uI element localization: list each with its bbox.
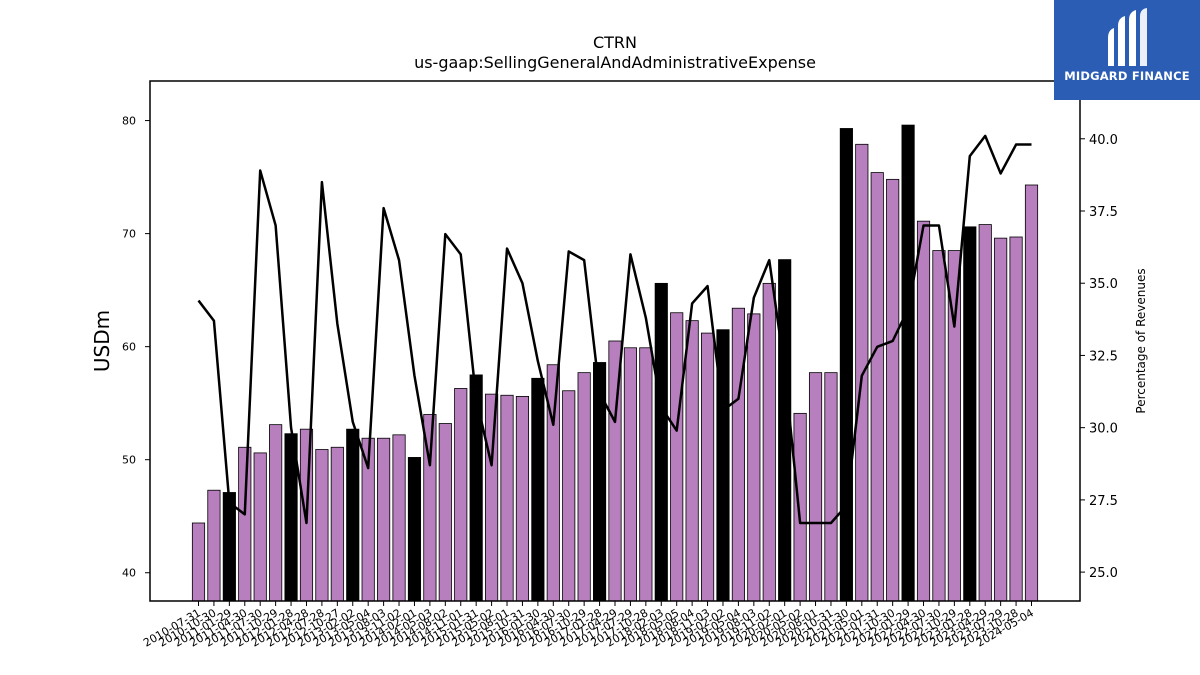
bar-2016-04-30	[546, 364, 560, 602]
bar-2022-07-30	[932, 250, 946, 602]
bar-2021-10-30	[886, 178, 900, 602]
bar-2010-10-30	[207, 489, 221, 602]
bar-2013-08-03	[377, 437, 391, 602]
brand-name: MIDGARD FINANCE	[1064, 69, 1190, 83]
bar-2022-04-30	[916, 220, 931, 602]
bar-2016-10-29	[577, 372, 591, 602]
bar-2023-07-29	[994, 237, 1008, 602]
bar-2015-05-02	[485, 393, 499, 602]
y-tick-label: 80	[122, 115, 136, 128]
bar-2011-04-30	[238, 446, 252, 602]
y-tick-label: 70	[122, 228, 136, 241]
bar-2017-01-28	[593, 362, 607, 602]
bar-2019-08-03	[747, 313, 761, 602]
bar-2020-10-31	[824, 372, 838, 602]
bar-2014-11-01	[454, 388, 468, 602]
bar-2019-11-02	[762, 282, 776, 602]
bar-2018-02-03	[654, 282, 668, 602]
y2-tick-label: 40.0	[1089, 133, 1118, 148]
y2-axis: 25.0 27.5 30.0 32.5 35.0 37.5 40.0	[1080, 133, 1118, 581]
bar-2016-07-30	[562, 390, 576, 602]
bar-2020-08-01	[808, 372, 823, 602]
y-axis-label: USDm	[90, 310, 114, 372]
bar-2014-02-01	[407, 457, 422, 602]
y-tick-label: 60	[122, 341, 136, 354]
brand-logo: MIDGARD FINANCE	[1054, 0, 1200, 100]
bar-2018-11-03	[700, 332, 715, 602]
bar-2011-07-30	[253, 452, 267, 602]
bar-2015-10-31	[515, 395, 530, 602]
percentage-line-group	[197, 134, 1032, 525]
bar-2016-01-30	[531, 377, 545, 602]
bar-2014-08-02	[438, 423, 452, 602]
bar-2011-01-29	[222, 492, 236, 602]
y-axis: 40 50 60 70 80	[122, 115, 150, 580]
bar-2015-01-31	[469, 374, 483, 602]
bar-2011-10-29	[269, 424, 283, 602]
midgard-logo-icon	[1108, 8, 1147, 66]
bar-2024-05-04	[1024, 184, 1039, 602]
bar-group	[191, 124, 1039, 602]
y2-tick-label: 25.0	[1089, 566, 1118, 581]
y2-tick-label: 35.0	[1089, 277, 1118, 292]
y2-axis-label: Percentage of Revenues	[1134, 268, 1148, 413]
bar-2012-10-27	[330, 446, 344, 602]
bar-2021-01-30	[839, 128, 853, 602]
bar-2020-02-01	[778, 259, 792, 602]
bar-2013-11-02	[392, 434, 406, 602]
bar-2023-04-29	[978, 224, 992, 602]
bar-2018-05-05	[670, 312, 684, 602]
bar-2017-10-28	[639, 347, 653, 602]
chart-title: CTRN	[593, 33, 637, 52]
bar-2021-07-31	[870, 172, 884, 602]
bar-2015-08-01	[500, 394, 514, 602]
bar-2023-01-28	[963, 226, 977, 602]
y2-tick-label: 37.5	[1089, 205, 1118, 220]
y2-tick-label: 27.5	[1089, 494, 1118, 509]
y-tick-label: 50	[122, 454, 136, 467]
bar-2021-05-01	[855, 143, 869, 602]
bar-2020-05-02	[793, 412, 807, 602]
bar-2022-01-29	[901, 124, 915, 602]
x-axis: 2010-07-312010-10-302011-01-292011-04-30…	[141, 601, 1036, 650]
y2-tick-label: 32.5	[1089, 349, 1118, 364]
chart-subtitle: us-gaap:SellingGeneralAndAdministrativeE…	[414, 53, 816, 72]
bar-2012-07-28	[315, 449, 329, 602]
percentage-of-revenues-line	[197, 134, 1032, 525]
y2-tick-label: 30.0	[1089, 422, 1118, 437]
bar-2013-02-02	[346, 428, 360, 602]
bar-2017-07-29	[623, 347, 638, 602]
bar-2010-07-31	[191, 522, 206, 602]
bar-2023-10-28	[1009, 236, 1023, 602]
y-tick-label: 40	[122, 567, 136, 580]
bar-2019-05-04	[731, 307, 745, 602]
bar-2018-08-04	[685, 320, 699, 602]
